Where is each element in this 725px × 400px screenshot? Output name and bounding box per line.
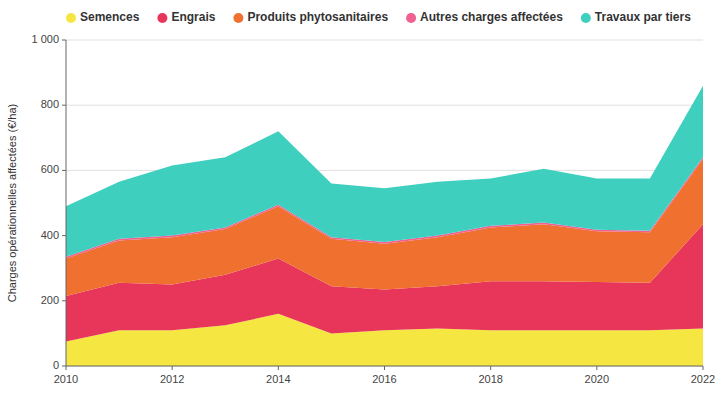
x-tick-label: 2014: [266, 373, 290, 385]
x-tick-label: 2022: [691, 373, 715, 385]
legend-label: Produits phytosanitaires: [247, 10, 388, 24]
legend-label: Autres charges affectées: [420, 10, 563, 24]
areas: [66, 86, 703, 366]
y-tick: [62, 235, 66, 236]
legend-label: Travaux par tiers: [595, 10, 691, 24]
legend-item: Autres charges affectées: [406, 10, 563, 24]
y-axis: 0 200 400 600 800 1 000: [31, 33, 66, 371]
x-tick: [596, 366, 597, 370]
y-tick-label: 200: [41, 294, 59, 306]
legend-swatch: [581, 13, 591, 23]
y-tick: [62, 300, 66, 301]
legend: Semences Engrais Produits phytosanitaires A…: [66, 10, 691, 24]
y-tick: [62, 40, 66, 41]
x-tick-label: 2010: [54, 373, 78, 385]
y-tick-label: 0: [53, 359, 59, 371]
legend-label: Semences: [80, 10, 140, 24]
legend-swatch: [406, 13, 416, 23]
legend-label: Engrais: [171, 10, 215, 24]
y-tick: [62, 366, 66, 367]
x-tick-label: 2018: [478, 373, 502, 385]
x-tick: [703, 366, 704, 370]
legend-item: Semences: [66, 10, 140, 24]
area: [66, 86, 703, 257]
x-tick: [66, 366, 67, 370]
x-tick-label: 2020: [585, 373, 609, 385]
grid-line: [66, 105, 703, 106]
chart: Semences Engrais Produits phytosanitaires A…: [0, 0, 725, 400]
y-tick-label: 800: [41, 98, 59, 110]
legend-item: Engrais: [157, 10, 215, 24]
y-axis-line: [66, 40, 67, 366]
y-axis-label: Charges opérationnelles affectées (€/ha): [6, 104, 18, 303]
legend-swatch: [233, 13, 243, 23]
y-tick-label: 400: [41, 229, 59, 241]
legend-item: Travaux par tiers: [581, 10, 691, 24]
x-tick: [172, 366, 173, 370]
y-tick: [62, 105, 66, 106]
y-tick-label: 600: [41, 163, 59, 175]
x-tick: [490, 366, 491, 370]
x-tick-label: 2012: [160, 373, 184, 385]
legend-item: Produits phytosanitaires: [233, 10, 388, 24]
x-tick: [278, 366, 279, 370]
legend-swatch: [66, 13, 76, 23]
y-tick-label: 1 000: [31, 33, 59, 45]
grid-line: [66, 40, 703, 41]
x-tick: [384, 366, 385, 370]
grid: [66, 40, 703, 366]
x-axis: 2010 2012 2014 2016 2018 2020 2022: [54, 366, 715, 385]
y-tick: [62, 170, 66, 171]
x-tick-label: 2016: [372, 373, 396, 385]
legend-swatch: [157, 13, 167, 23]
